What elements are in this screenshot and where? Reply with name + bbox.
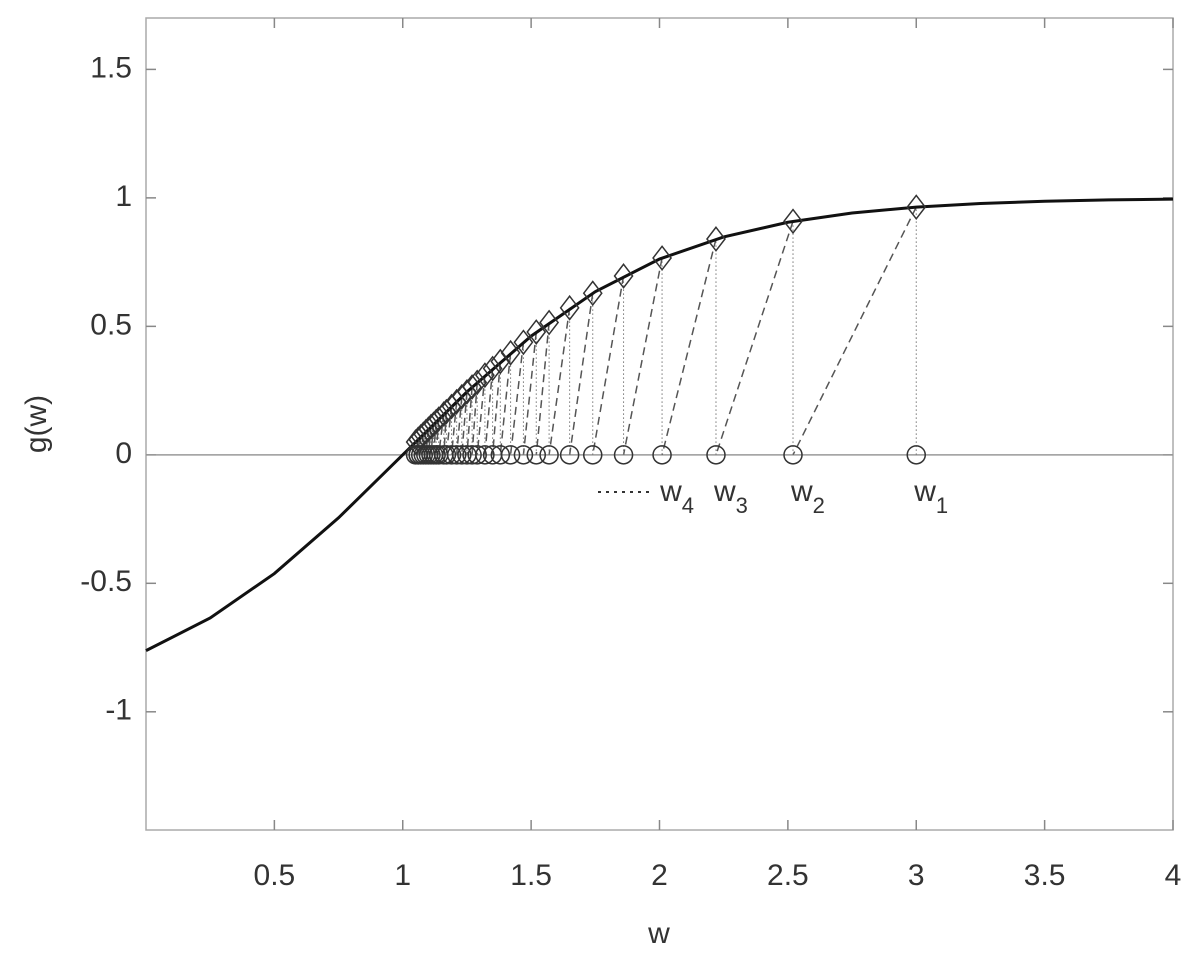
tangent-line — [461, 391, 468, 455]
tangent-line — [484, 368, 494, 455]
point-label-text: w — [790, 475, 813, 508]
function-point — [474, 362, 495, 389]
function-point — [613, 263, 634, 289]
function-point — [513, 329, 534, 356]
point-label: w1 — [913, 475, 948, 518]
function-point — [582, 280, 603, 307]
function-point — [462, 374, 483, 400]
tangent-line — [491, 361, 502, 455]
iterate-point — [539, 445, 559, 465]
tangent-line — [499, 352, 512, 455]
curve — [145, 197, 1174, 652]
function-point — [706, 226, 726, 252]
tangent-line — [522, 331, 538, 455]
x-tick-label: 0.5 — [254, 859, 296, 892]
iterate-point — [526, 445, 547, 465]
tangent-line — [466, 386, 473, 455]
iterate-point — [490, 445, 511, 465]
x-tick-label: 2.5 — [767, 859, 809, 892]
iterate-point — [652, 445, 672, 465]
point-label-text: w — [659, 475, 682, 508]
tangent-line — [792, 206, 917, 456]
tangent-line — [437, 413, 445, 455]
tangent-line — [417, 436, 422, 455]
function-point — [456, 378, 477, 405]
point-label: w2 — [790, 475, 825, 518]
iterate-point — [482, 445, 503, 465]
function-point — [490, 348, 511, 375]
tangent-line — [715, 221, 794, 456]
iterate-point — [467, 445, 487, 465]
point-label: w3 — [713, 475, 748, 518]
tangent-line — [548, 307, 571, 455]
tangent-line — [568, 293, 594, 455]
tangent-line — [419, 434, 425, 455]
iterate-point — [706, 445, 726, 465]
y-tick-label: -1 — [105, 694, 132, 727]
point-label-sub: 1 — [936, 493, 948, 518]
point-label-text: w — [713, 475, 736, 508]
y-tick-label: 0.5 — [90, 308, 132, 341]
tangent-line — [535, 322, 550, 455]
tangent-line — [476, 375, 486, 455]
tangent-line — [622, 257, 663, 455]
x-tick-label: 1 — [394, 859, 411, 892]
iterate-point — [613, 445, 634, 465]
iterate-point — [559, 445, 580, 465]
iterate-point — [783, 445, 803, 465]
function-point — [559, 294, 580, 321]
x-tick-label: 2 — [651, 859, 668, 892]
function-point — [441, 393, 462, 420]
iterate-point — [582, 445, 603, 465]
function-point — [405, 429, 426, 455]
function-point — [783, 208, 803, 235]
x-tick-label: 3 — [908, 859, 925, 892]
point-label-sub: 3 — [736, 493, 748, 518]
function-point — [446, 388, 467, 415]
iterate-point — [405, 445, 426, 465]
y-tick-label: 1 — [115, 180, 132, 213]
tangent-line — [592, 275, 625, 455]
function-point — [526, 319, 547, 345]
point-label: w4 — [659, 475, 694, 518]
point-label-sub: 2 — [813, 493, 825, 518]
y-axis-label: g(w) — [20, 395, 53, 453]
iterate-point — [462, 445, 482, 465]
function-point — [467, 369, 488, 396]
function-point — [906, 194, 927, 221]
x-tick-label: 1.5 — [510, 859, 552, 892]
x-tick-label: 4 — [1165, 859, 1182, 892]
point-label-sub: 4 — [682, 493, 694, 518]
function-point — [539, 309, 560, 336]
x-axis-label: w — [647, 917, 670, 950]
y-tick-label: -0.5 — [80, 565, 132, 598]
tangent-line — [509, 342, 525, 455]
iterate-point — [513, 445, 534, 465]
tangent-line — [455, 396, 463, 455]
function-point — [500, 339, 521, 366]
function-point — [433, 401, 454, 427]
function-point — [652, 245, 673, 271]
iterate-point — [457, 445, 477, 465]
point-label-text: w — [913, 475, 936, 508]
tangent-line — [443, 411, 448, 455]
function-point — [451, 383, 472, 410]
y-tick-label: 1.5 — [90, 51, 132, 84]
y-tick-label: 0 — [115, 437, 132, 470]
plot-frame — [145, 17, 1174, 831]
x-tick-label: 3.5 — [1024, 859, 1066, 892]
tangent-line — [661, 238, 717, 456]
iterate-point — [906, 445, 926, 465]
